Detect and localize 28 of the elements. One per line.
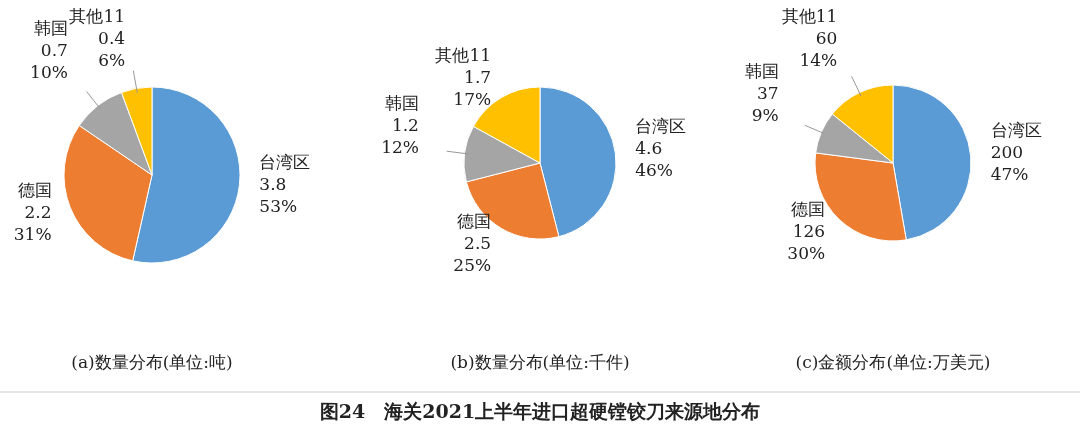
slice-label: 台湾区 (635, 115, 687, 136)
text: (b)数量分布(单位:千件) (450, 352, 630, 372)
slice-label: 韩国 (744, 60, 779, 81)
slice-label: 德国 (17, 179, 52, 200)
slice-label: 其他11 (69, 6, 126, 26)
data-label: 1.2 12% (381, 115, 419, 158)
data-label: 200 47% (990, 141, 1029, 184)
slice-label: 韩国 (33, 17, 68, 38)
data-label: 1.7 17% (453, 67, 492, 110)
data-label: 126 30% (787, 220, 826, 263)
slice-label: 其他11 (435, 45, 492, 66)
slice-label: 其他11 (781, 6, 838, 26)
data-label: 2.2 31% (13, 201, 52, 244)
slice-label: 德国 (791, 198, 826, 219)
text: (c)金额分布(单位:万美元) (795, 352, 991, 372)
data-label: 0.7 10% (30, 39, 68, 82)
data-label: 4.6 46% (635, 137, 674, 180)
text: (a)数量分布(单位:吨) (71, 352, 233, 372)
slice-label: 韩国 (384, 93, 419, 114)
slice-label: 台湾区 (259, 151, 311, 172)
slice-label: 台湾区 (990, 119, 1042, 140)
data-label: 60 14% (799, 28, 838, 70)
caption: 图24 海关2021上半年进口超硬镗铰刀来源地分布 (319, 400, 761, 422)
slice-label: 德国 (457, 210, 492, 231)
data-label: 2.5 25% (453, 232, 492, 275)
data-label: 37 9% (751, 82, 779, 125)
data-label: 3.8 53% (259, 173, 298, 216)
data-label: 0.4 6% (98, 28, 126, 70)
